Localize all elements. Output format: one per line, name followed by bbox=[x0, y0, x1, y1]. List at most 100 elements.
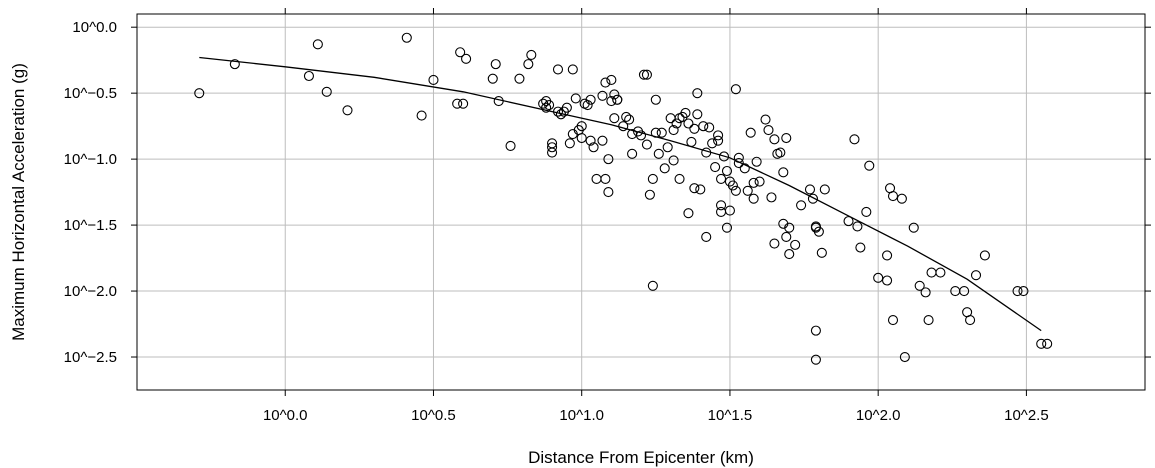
grid bbox=[137, 14, 1145, 390]
data-point bbox=[713, 135, 724, 146]
data-point bbox=[567, 64, 578, 75]
data-point bbox=[683, 118, 694, 129]
data-point bbox=[576, 121, 587, 132]
data-point bbox=[514, 73, 525, 84]
data-point bbox=[526, 49, 537, 60]
data-point bbox=[321, 86, 332, 97]
x-tick-label: 10^0.5 bbox=[411, 407, 456, 424]
y-tick-label: 10^−0.5 bbox=[64, 85, 117, 102]
data-point bbox=[873, 272, 884, 283]
data-point bbox=[644, 189, 655, 200]
data-point bbox=[704, 122, 715, 133]
data-point bbox=[1036, 338, 1047, 349]
data-point bbox=[766, 192, 777, 203]
trend-line bbox=[199, 56, 1042, 332]
data-point bbox=[695, 184, 706, 195]
data-point bbox=[781, 132, 792, 144]
data-point bbox=[671, 118, 682, 129]
data-point bbox=[585, 94, 596, 105]
data-point bbox=[428, 74, 439, 86]
data-point bbox=[849, 134, 860, 145]
data-point bbox=[810, 221, 821, 232]
data-point bbox=[781, 231, 792, 243]
data-point bbox=[194, 88, 205, 99]
data-point bbox=[896, 193, 907, 204]
data-point bbox=[1042, 338, 1053, 349]
data-point bbox=[458, 98, 469, 109]
data-point bbox=[804, 184, 816, 195]
data-point bbox=[935, 267, 946, 278]
data-point bbox=[452, 98, 463, 109]
data-point bbox=[810, 325, 821, 336]
data-point bbox=[653, 148, 664, 159]
data-point bbox=[882, 275, 893, 286]
data-point bbox=[624, 114, 635, 125]
data-points bbox=[194, 32, 1053, 365]
data-point bbox=[769, 134, 780, 145]
data-point bbox=[600, 77, 611, 88]
data-point bbox=[855, 242, 866, 253]
x-tick-label: 10^1.0 bbox=[559, 407, 604, 424]
data-point bbox=[796, 200, 807, 211]
plot-frame bbox=[136, 13, 1146, 391]
data-point bbox=[505, 140, 516, 151]
data-point bbox=[778, 218, 789, 229]
data-point bbox=[523, 59, 534, 70]
data-point bbox=[547, 142, 558, 153]
y-axis-title: Maximum Horizontal Acceleration (g) bbox=[9, 63, 28, 341]
data-point bbox=[701, 231, 712, 243]
data-point bbox=[751, 156, 762, 167]
data-point bbox=[692, 88, 703, 99]
data-point bbox=[715, 173, 727, 184]
x-tick-label: 10^0.0 bbox=[263, 407, 308, 424]
data-point bbox=[606, 74, 617, 86]
data-point bbox=[965, 315, 976, 326]
data-point bbox=[665, 113, 676, 124]
data-point bbox=[416, 110, 427, 121]
data-point bbox=[748, 193, 759, 204]
data-point bbox=[487, 73, 498, 84]
x-axis-title: Distance From Epicenter (km) bbox=[528, 448, 754, 467]
data-point bbox=[585, 135, 596, 146]
data-point bbox=[635, 130, 647, 141]
data-point bbox=[923, 315, 934, 326]
data-point bbox=[600, 173, 611, 184]
data-point bbox=[887, 315, 899, 326]
data-point bbox=[908, 222, 919, 233]
data-point bbox=[970, 270, 982, 281]
data-point bbox=[647, 173, 658, 184]
data-point bbox=[609, 89, 620, 100]
data-point bbox=[564, 138, 575, 149]
axis-ticks: 10^0.0 10^0.5 10^1.0 10^1.5 10^2.0 10^2.5 10^0… bbox=[64, 8, 1151, 424]
data-point bbox=[887, 191, 899, 202]
data-point bbox=[638, 69, 650, 80]
data-point bbox=[730, 185, 741, 196]
y-tick-label: 10^−1.5 bbox=[64, 217, 117, 234]
data-point bbox=[621, 111, 632, 122]
data-point bbox=[541, 102, 552, 113]
data-point bbox=[668, 125, 679, 136]
data-point bbox=[899, 351, 910, 363]
data-point bbox=[920, 287, 931, 298]
data-point bbox=[603, 187, 614, 198]
data-point bbox=[401, 32, 412, 43]
data-point bbox=[229, 59, 240, 70]
data-point bbox=[461, 53, 472, 64]
data-point bbox=[656, 127, 667, 138]
y-tick-label: 10^0.0 bbox=[72, 19, 117, 36]
data-point bbox=[342, 105, 353, 116]
x-tick-label: 10^2.0 bbox=[856, 407, 901, 424]
data-point bbox=[784, 249, 795, 260]
data-point bbox=[819, 184, 830, 195]
data-point bbox=[597, 135, 608, 146]
data-point bbox=[668, 155, 679, 166]
x-tick-label: 10^2.5 bbox=[1004, 407, 1049, 424]
data-point bbox=[778, 167, 789, 178]
y-tick-label: 10^−1.0 bbox=[64, 151, 117, 168]
data-point bbox=[790, 239, 801, 250]
data-point bbox=[745, 127, 756, 138]
data-point bbox=[659, 163, 670, 174]
data-point bbox=[455, 47, 466, 58]
y-tick-label: 10^−2.0 bbox=[64, 283, 117, 300]
